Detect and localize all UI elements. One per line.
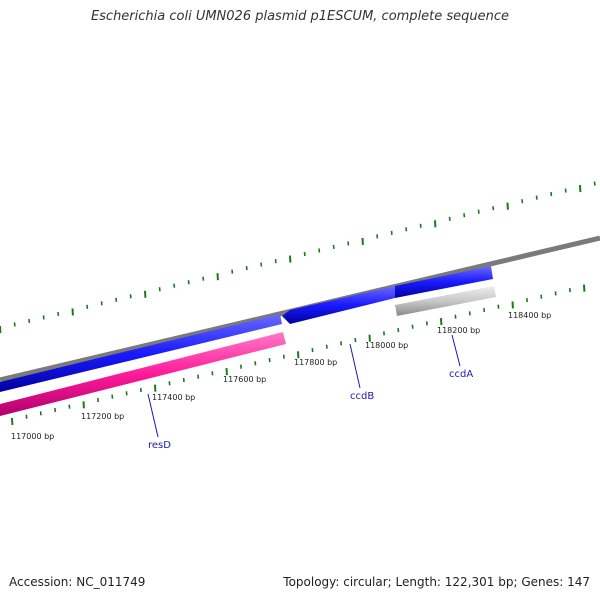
- ccdB-leader-line: [350, 344, 360, 388]
- ruler-label: 118400 bp: [508, 311, 551, 320]
- ruler-label: 117800 bp: [294, 358, 337, 367]
- gene-label-ccdA: ccdA: [449, 369, 473, 380]
- ruler-label: 118000 bp: [365, 341, 408, 350]
- ruler-label: 118200 bp: [437, 326, 480, 335]
- map-title: Escherichia coli UMN026 plasmid p1ESCUM,…: [0, 9, 600, 24]
- gene-label-resD: resD: [148, 440, 171, 451]
- accession-text: Accession: NC_011749: [9, 575, 145, 589]
- ruler-label: 117400 bp: [152, 393, 195, 402]
- gene-label-ccdB: ccdB: [350, 391, 374, 402]
- ruler-label: 117200 bp: [81, 412, 124, 421]
- topology-summary: Topology: circular; Length: 122,301 bp; …: [283, 575, 590, 589]
- ruler-label: 117000 bp: [11, 432, 54, 441]
- ruler-label: 117600 bp: [223, 375, 266, 384]
- ccdA-leader-line: [452, 335, 460, 366]
- gene-ccdB-arrow[interactable]: [282, 286, 395, 324]
